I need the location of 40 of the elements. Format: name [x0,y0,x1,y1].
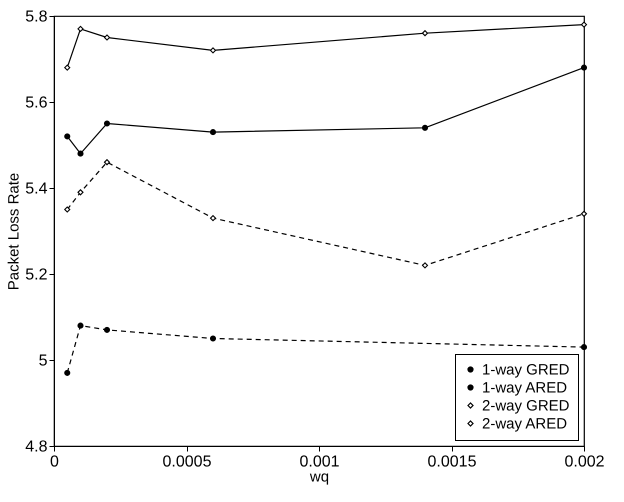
point [64,370,70,376]
x-tick-label: 0.001 [299,454,340,470]
point [580,344,588,350]
point [422,30,428,36]
point [210,129,216,136]
point [580,22,588,28]
x-tick-label: 0.0005 [162,454,212,470]
point [422,262,428,268]
point [77,150,84,157]
point [77,322,84,329]
y-tick-label: 5.4 [25,180,48,198]
point [64,206,70,213]
y-tick-label: 5 [38,352,48,370]
y-tick-label: 4.8 [25,438,48,456]
x-tick-label: 0.002 [564,454,605,470]
x-tick-label: 0.0015 [428,454,477,470]
point [210,215,216,222]
point [64,64,70,71]
legend-label: 2-way ARED [482,416,568,432]
point [104,326,110,333]
y-tick-label: 5.8 [25,8,48,26]
point [64,133,70,140]
point [210,335,216,342]
point [77,26,84,32]
point [580,64,588,71]
point [77,189,84,196]
x-axis-title: wq [308,468,330,486]
point [104,34,110,41]
point [210,47,216,54]
y-tick-label: 5.6 [25,94,48,112]
point [104,120,110,127]
point [422,124,428,131]
legend-label: 2-way GRED [482,398,570,414]
legend-label: 1-way ARED [482,380,568,396]
y-axis-title: Packet Loss Rate [5,172,22,290]
point [104,159,110,166]
point [580,210,588,217]
legend-label: 1-way GRED [482,362,570,378]
x-tick-label: 0 [50,454,60,470]
y-tick-label: 5.2 [25,266,48,284]
